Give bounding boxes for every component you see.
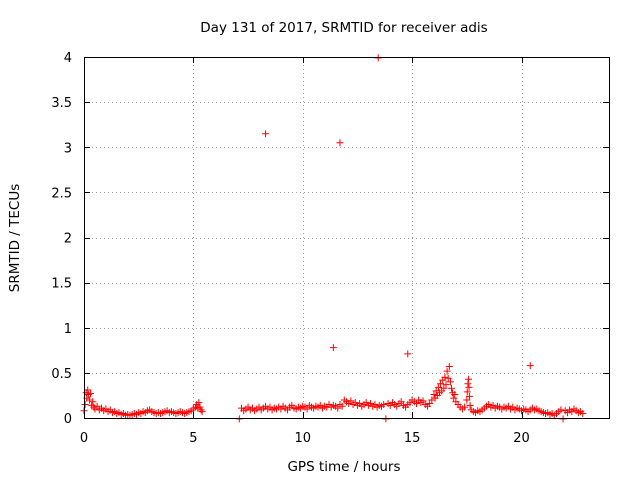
data-point [426, 400, 434, 408]
data-point [463, 388, 471, 396]
chart-title: Day 131 of 2017, SRMTID for receiver adi… [200, 20, 487, 36]
data-point [448, 384, 455, 392]
data-point [419, 397, 427, 405]
y-tick-label: 1.5 [51, 277, 72, 292]
x-tick-label: 15 [404, 431, 421, 446]
x-tick-label: 5 [189, 431, 197, 446]
data-point [451, 391, 459, 399]
y-tick-label: 0 [64, 412, 72, 427]
y-tick-label: 0.5 [51, 367, 72, 382]
data-point [334, 404, 342, 412]
data-point [450, 394, 458, 402]
data-point [85, 396, 93, 404]
y-tick-label: 4 [64, 51, 72, 66]
data-point [437, 380, 445, 388]
data-point [404, 350, 412, 358]
data-point [89, 398, 97, 406]
data-point [430, 391, 438, 399]
data-point [444, 374, 452, 382]
x-tick-label: 20 [513, 431, 530, 446]
data-point [338, 402, 346, 410]
data-point [93, 402, 101, 410]
grid [84, 57, 609, 418]
data-point [465, 375, 473, 383]
tick-marks [84, 57, 609, 419]
data-point [463, 396, 471, 404]
data-point [442, 381, 450, 389]
data-point [440, 384, 448, 392]
data-point [90, 403, 98, 411]
data-point [81, 400, 89, 408]
data-point [347, 397, 355, 405]
data-point [197, 406, 205, 414]
data-point [443, 367, 451, 375]
data-point [579, 409, 587, 417]
data-point [465, 383, 473, 391]
data-point [464, 380, 472, 388]
y-tick-labels: 0 0.5 1 1.5 2 2.5 3 3.5 4 [51, 51, 72, 427]
data-point [428, 396, 436, 404]
data-point [557, 406, 565, 414]
data-point [397, 398, 405, 406]
data-point [446, 378, 454, 386]
y-tick-label: 1 [64, 322, 72, 337]
data-point [434, 383, 442, 391]
data-point [461, 403, 469, 411]
data-point [198, 408, 206, 416]
x-tick-labels: 0 5 10 15 20 [80, 431, 530, 446]
y-tick-label: 3 [64, 141, 72, 156]
data-points [80, 54, 587, 423]
data-point [329, 344, 337, 352]
data-point [526, 362, 534, 370]
data-point [380, 400, 388, 408]
data-point [303, 405, 311, 413]
data-point [445, 363, 453, 371]
data-point [84, 386, 92, 394]
data-point [466, 401, 474, 409]
data-point [336, 139, 344, 147]
data-point [195, 399, 203, 407]
y-tick-label: 2 [64, 232, 72, 247]
data-point [413, 400, 420, 408]
x-tick-label: 0 [80, 431, 88, 446]
data-point [87, 390, 95, 398]
data-point [441, 373, 449, 381]
data-point [262, 130, 270, 138]
data-point [465, 392, 473, 400]
y-axis-label: SRMTID / TECUs [7, 184, 23, 292]
y-tick-label: 3.5 [51, 96, 72, 111]
x-axis-label: GPS time / hours [287, 459, 400, 475]
y-tick-label: 2.5 [51, 186, 72, 201]
x-tick-label: 10 [294, 431, 311, 446]
